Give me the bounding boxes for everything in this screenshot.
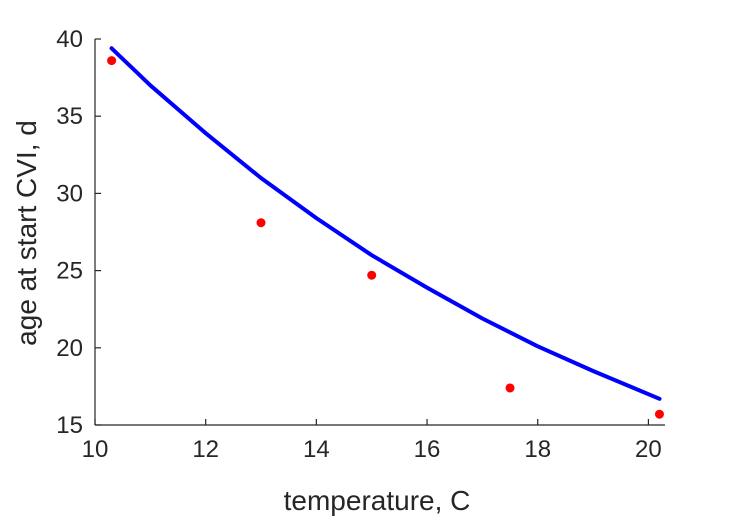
x-tick-label: 20 (635, 436, 662, 463)
data-point (367, 270, 377, 280)
data-point (654, 409, 664, 419)
x-tick-label: 14 (303, 436, 330, 463)
y-tick-label: 40 (56, 26, 83, 53)
y-tick-label: 30 (56, 180, 83, 207)
x-tick-label: 18 (524, 436, 551, 463)
y-axis-title: age at start CVI, d (11, 120, 42, 346)
x-axis: 10 12 14 16 18 20 (82, 419, 665, 463)
x-tick-label: 16 (414, 436, 441, 463)
y-tick-label: 35 (56, 103, 83, 130)
data-point (505, 383, 515, 393)
data-point (107, 56, 117, 66)
y-axis: 15 20 25 30 35 40 (56, 26, 101, 439)
y-tick-label: 15 (56, 412, 83, 439)
y-tick-label: 25 (56, 258, 83, 285)
data-point (256, 218, 266, 228)
x-tick-label: 10 (82, 436, 109, 463)
y-tick-label: 20 (56, 335, 83, 362)
x-tick-label: 12 (192, 436, 219, 463)
x-axis-title: temperature, C (284, 485, 471, 516)
fit-curve-line (109, 46, 662, 401)
plot-area (107, 46, 664, 419)
